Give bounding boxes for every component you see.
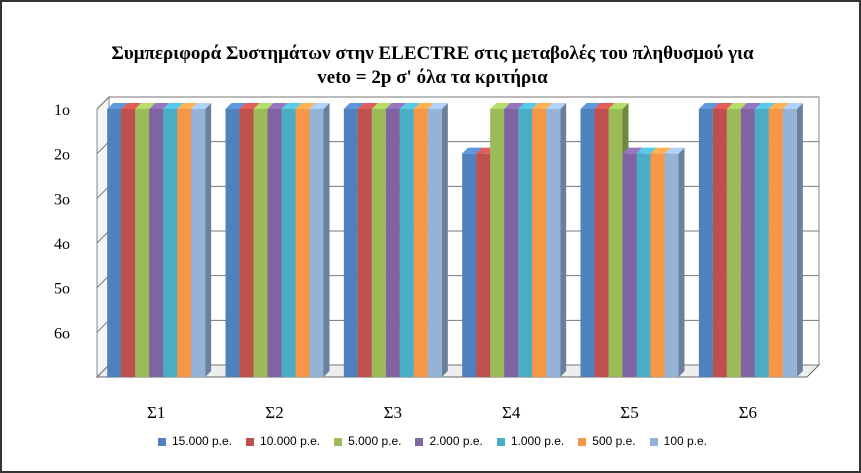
gridline [96, 96, 819, 110]
y-tick-label: 1ο [54, 102, 70, 119]
legend-item: 5.000 p.e. [334, 434, 401, 448]
bar [191, 103, 212, 377]
legend-swatch [157, 437, 166, 446]
legend-label: 2.000 p.e. [429, 434, 483, 448]
legend-item: 10.000 p.e. [246, 434, 320, 448]
legend-swatch [496, 437, 505, 446]
legend-label: 15.000 p.e. [171, 434, 233, 448]
bar [427, 103, 448, 377]
legend-swatch [415, 437, 424, 446]
legend: 15.000 p.e. 10.000 p.e. 5.000 p.e. 2.000 p.… [2, 434, 859, 448]
x-tick-label: Σ6 [739, 403, 757, 422]
y-tick-label: 6ο [54, 325, 70, 342]
chart-title-line-1: Συμπεριφορά Συστημάτων στην ELECTRE στις… [111, 43, 754, 64]
x-tick-label: Σ2 [265, 403, 283, 422]
y-tick-label: 5ο [54, 281, 70, 298]
legend-label: 100 p.e. [663, 434, 708, 448]
y-tick-label: 2ο [54, 147, 70, 164]
x-tick-label: Σ4 [502, 403, 521, 422]
legend-label: 1.000 p.e. [510, 434, 565, 448]
x-tick-label: Σ1 [147, 403, 165, 422]
legend-swatch [334, 437, 343, 446]
bar [782, 103, 803, 377]
bar [309, 103, 330, 377]
y-tick-label: 4ο [54, 236, 70, 253]
legend-item: 15.000 p.e. [157, 434, 233, 448]
chart-title: Συμπεριφορά Συστημάτων στην ELECTRE στις… [2, 42, 859, 90]
legend-swatch [246, 437, 255, 446]
legend-swatch [578, 437, 587, 446]
legend-item: 500 p.e. [578, 434, 636, 448]
legend-swatch [649, 437, 658, 446]
bar [546, 103, 567, 377]
legend-label: 500 p.e. [592, 434, 636, 448]
legend-label: 10.000 p.e. [260, 434, 321, 448]
x-tick-label: Σ3 [384, 403, 402, 422]
legend-label: 5.000 p.e. [348, 434, 402, 448]
legend-item: 2.000 p.e. [415, 434, 483, 448]
y-tick-label: 3ο [54, 191, 70, 208]
legend-item: 100 p.e. [649, 434, 708, 448]
legend-item: 1.000 p.e. [496, 434, 565, 448]
bar [664, 147, 685, 377]
chart-title-line-2: veto = 2p σ' όλα τα κριτήρια [317, 67, 548, 88]
x-tick-label: Σ5 [620, 403, 638, 422]
